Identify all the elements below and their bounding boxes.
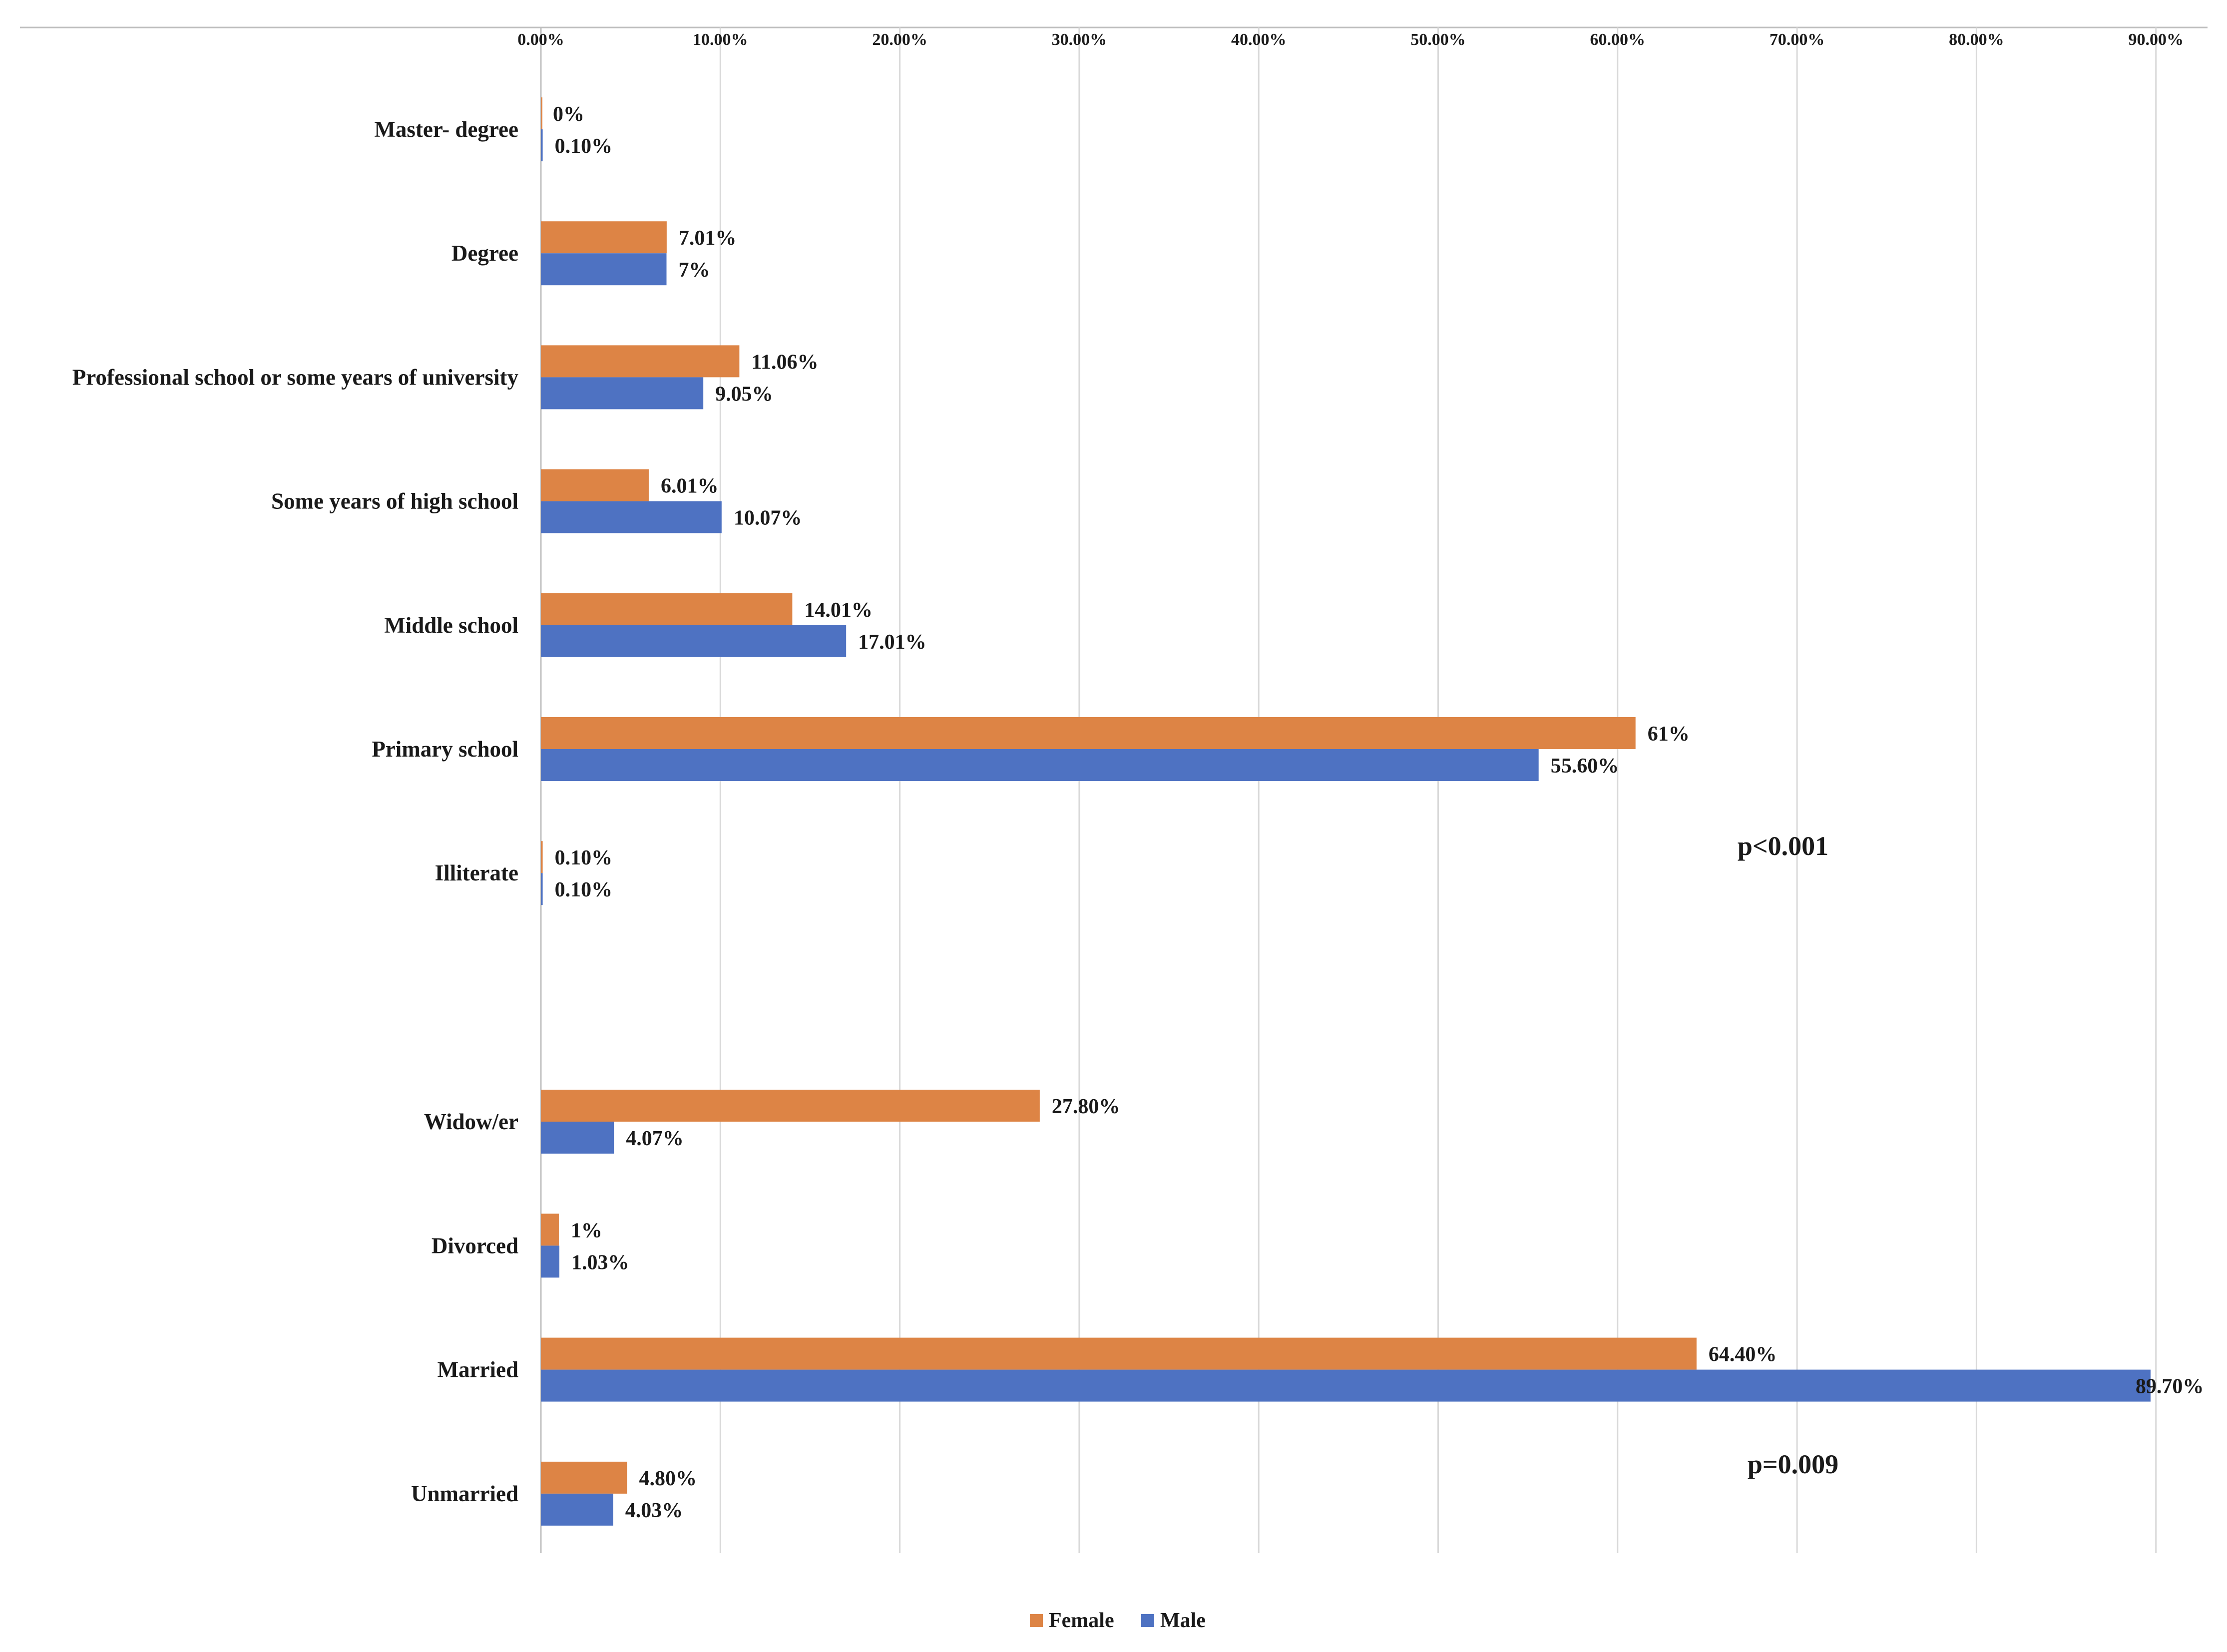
data-label-female-some-years-of-high-school: 6.01% [661, 475, 719, 498]
x-tick-label: 80.00% [1949, 30, 2004, 49]
data-label-female-degree: 7.01% [679, 227, 737, 250]
grid-layer [20, 26, 2208, 1553]
data-label-female-primary-school: 61% [1648, 723, 1690, 746]
data-label-male-unmarried: 4.03% [625, 1499, 683, 1522]
category-label-divorced: Divorced [432, 1233, 518, 1258]
x-tick-label: 90.00% [2128, 30, 2184, 49]
x-tick-label: 20.00% [872, 30, 927, 49]
bar-male-some-years-of-high-school [541, 501, 722, 533]
bar-female-unmarried [541, 1461, 627, 1494]
data-label-male-master-degree: 0.10% [555, 135, 613, 158]
p-value-annotation-2: p=0.009 [1748, 1449, 1838, 1479]
data-label-male-married: 89.70% [2136, 1375, 2204, 1398]
category-label-middle-school: Middle school [384, 613, 518, 638]
x-tick-label: 50.00% [1410, 30, 1466, 49]
data-label-female-professional-school-or-some-years-of-university: 11.06% [751, 351, 818, 374]
x-tick-label: 30.00% [1052, 30, 1107, 49]
legend-swatch-female [1030, 1614, 1043, 1627]
data-label-male-divorced: 1.03% [571, 1251, 629, 1274]
data-label-male-widow-er: 4.07% [626, 1127, 684, 1150]
data-label-female-illiterate: 0.10% [555, 846, 613, 869]
bar-male-illiterate [541, 873, 543, 905]
bar-male-unmarried [541, 1493, 613, 1526]
bar-female-middle-school [541, 593, 793, 625]
category-label-unmarried: Unmarried [411, 1481, 518, 1506]
bar-female-master-degree [541, 97, 542, 129]
bar-female-married [541, 1337, 1697, 1370]
bar-male-middle-school [541, 625, 847, 657]
category-label-master-degree: Master- degree [374, 117, 518, 142]
bar-female-divorced [541, 1214, 559, 1246]
bar-female-illiterate [541, 841, 543, 873]
bar-male-primary-school [541, 749, 1539, 781]
bar-male-professional-school-or-some-years-of-university [541, 377, 704, 410]
data-label-male-professional-school-or-some-years-of-university: 9.05% [715, 383, 773, 406]
legend-swatch-male [1141, 1614, 1154, 1627]
x-tick-label: 70.00% [1770, 30, 1825, 49]
label-layer: 0.00% 10.00% 20.00% 30.00% 40.00% 50.00% 60.00… [72, 30, 2204, 1522]
category-label-some-years-of-high-school: Some years of high school [271, 489, 518, 514]
data-label-male-some-years-of-high-school: 10.07% [734, 507, 802, 530]
data-label-male-degree: 7% [679, 259, 710, 282]
bar-male-degree [541, 253, 667, 286]
bar-female-degree [541, 221, 667, 254]
x-tick-label: 60.00% [1590, 30, 1646, 49]
data-label-female-widow-er: 27.80% [1052, 1095, 1120, 1118]
category-label-married: Married [438, 1357, 518, 1382]
data-label-male-illiterate: 0.10% [555, 878, 613, 901]
bar-male-divorced [541, 1245, 560, 1278]
data-label-male-primary-school: 55.60% [1551, 755, 1619, 778]
bar-female-some-years-of-high-school [541, 469, 649, 501]
bar-female-professional-school-or-some-years-of-university [541, 345, 740, 378]
bar-layer [541, 97, 2151, 1526]
data-label-female-divorced: 1% [571, 1219, 602, 1242]
bar-male-widow-er [541, 1122, 614, 1154]
data-label-female-master-degree: 0% [553, 103, 584, 126]
data-label-female-unmarried: 4.80% [639, 1467, 697, 1490]
legend: Female Male [1030, 1609, 1206, 1632]
category-label-degree: Degree [451, 241, 518, 266]
bar-female-widow-er [541, 1090, 1040, 1122]
category-label-illiterate: Illiterate [435, 860, 518, 885]
category-label-primary-school: Primary school [372, 737, 518, 762]
bar-female-primary-school [541, 717, 1636, 749]
data-label-female-middle-school: 14.01% [804, 599, 873, 622]
data-label-male-middle-school: 17.01% [858, 631, 926, 654]
legend-label-female: Female [1049, 1609, 1114, 1632]
data-label-female-married: 64.40% [1709, 1343, 1777, 1366]
x-tick-label: 0.00% [517, 30, 564, 49]
p-value-annotation-1: p<0.001 [1738, 831, 1828, 861]
category-label-professional-school-or-some-years-of-university: Professional school or some years of uni… [72, 365, 519, 390]
legend-label-male: Male [1160, 1609, 1206, 1632]
bar-male-master-degree [541, 129, 543, 161]
x-tick-label: 10.00% [693, 30, 748, 49]
category-label-widow-er: Widow/er [424, 1109, 518, 1134]
bar-male-married [541, 1369, 2151, 1402]
x-tick-label: 40.00% [1231, 30, 1287, 49]
